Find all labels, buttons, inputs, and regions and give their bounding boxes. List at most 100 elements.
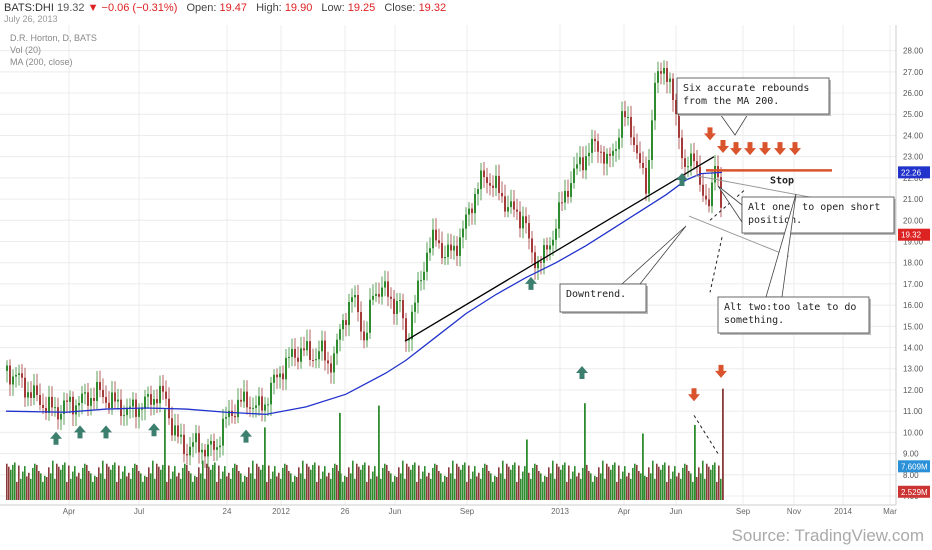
candle-body [495, 175, 497, 188]
candle-body [624, 111, 626, 118]
volume-bar [580, 478, 582, 500]
volume-bar [234, 463, 236, 500]
callout-text: from the MA 200. [683, 96, 779, 107]
candle-body [48, 396, 50, 413]
volume-bar [444, 475, 446, 500]
volume-bar [600, 473, 602, 500]
volume-bar [364, 462, 366, 500]
volume-bar [346, 477, 348, 500]
candle-body [345, 320, 347, 326]
volume-bar [720, 478, 722, 500]
candle-body [684, 158, 686, 168]
candle-body [438, 240, 440, 244]
candle-body [237, 399, 239, 418]
volume-bar [370, 478, 372, 500]
volume-bar [102, 460, 104, 500]
candle-body [570, 183, 572, 197]
volume-bar [124, 466, 126, 500]
down-arrow-icon [774, 142, 786, 156]
candle-body [537, 261, 539, 269]
y-tick-label: 15.00 [903, 322, 924, 331]
volume-bar [702, 460, 704, 500]
candle-body [111, 392, 113, 409]
volume-bar [304, 478, 306, 500]
candle-body [285, 357, 287, 380]
candle-body [108, 402, 110, 409]
down-arrow-icon [759, 142, 771, 156]
candle-body [273, 374, 275, 383]
callout-text: position. [748, 215, 802, 226]
candle-body [42, 404, 44, 409]
y-tick-label: 27.00 [903, 68, 924, 77]
candle-body [420, 280, 422, 282]
volume-bar [44, 475, 46, 500]
candle-body [393, 298, 395, 314]
volume-bar [50, 473, 52, 500]
callout-box [717, 296, 870, 334]
candle-body [291, 348, 293, 357]
candle-body [147, 394, 149, 397]
price-tag-bg [898, 485, 930, 498]
candle-body [576, 164, 578, 169]
candle-body [504, 196, 506, 212]
close-value: 19.32 [418, 2, 447, 14]
volume-bar [690, 473, 692, 500]
legend-title: D.R. Horton, D, BATS [10, 33, 97, 43]
volume-bar [64, 462, 66, 500]
candle-body [486, 177, 488, 184]
candle-body [210, 440, 212, 445]
y-tick-label: 23.00 [903, 153, 924, 162]
volume-bar [142, 481, 144, 500]
volume-bar [298, 467, 300, 500]
volume-bar [26, 476, 28, 500]
candle-body [435, 229, 437, 241]
candle-body [201, 449, 203, 453]
low-label: Low: [321, 2, 345, 14]
y-tick-label: 9.00 [903, 450, 919, 459]
candle-body [369, 299, 371, 333]
candle-body [153, 399, 155, 405]
candle-body [45, 408, 47, 413]
volume-bar [480, 478, 482, 500]
volume-bar [24, 466, 26, 500]
x-tick-label: Sep [736, 507, 751, 516]
volume-bar [248, 467, 250, 500]
candle-body [60, 413, 62, 420]
candle-body [618, 137, 620, 150]
volume-bar [688, 470, 690, 500]
volume-bar [590, 473, 592, 500]
y-tick-label: 24.00 [903, 131, 924, 140]
candle-body [240, 399, 242, 402]
candle-body [84, 392, 86, 394]
candle-body [468, 208, 470, 215]
candle-body [627, 116, 629, 118]
candle-body [141, 408, 143, 410]
volume-bar [82, 467, 84, 500]
price-tag-bg [898, 166, 930, 179]
volume-bar [240, 473, 242, 500]
volume-bar [474, 466, 476, 500]
candle-body [12, 376, 14, 385]
volume-bar [418, 465, 420, 500]
candle-body [444, 257, 446, 259]
x-axis: Apr Jul 24 2012 26 Jun Sep 2013 Apr Jun Sep Nov 2014… [0, 504, 897, 516]
volume-bar [530, 478, 532, 500]
candle-body [315, 359, 317, 361]
volume-bar [80, 478, 82, 500]
candle-body [681, 137, 683, 159]
candle-body [510, 201, 512, 208]
volume-bar [562, 464, 564, 500]
candle-body [144, 396, 146, 409]
candle-body [267, 404, 269, 406]
volume-bar [682, 467, 684, 500]
volume-bar [332, 467, 334, 500]
volume-bar [492, 481, 494, 500]
volume-bar [528, 472, 530, 500]
candle-body [408, 339, 410, 341]
volume-bar [678, 472, 680, 500]
y-tick-label: 12.00 [903, 386, 924, 395]
volume-bar [32, 467, 34, 500]
volume-spike [526, 439, 528, 500]
volume-bar [262, 464, 264, 500]
